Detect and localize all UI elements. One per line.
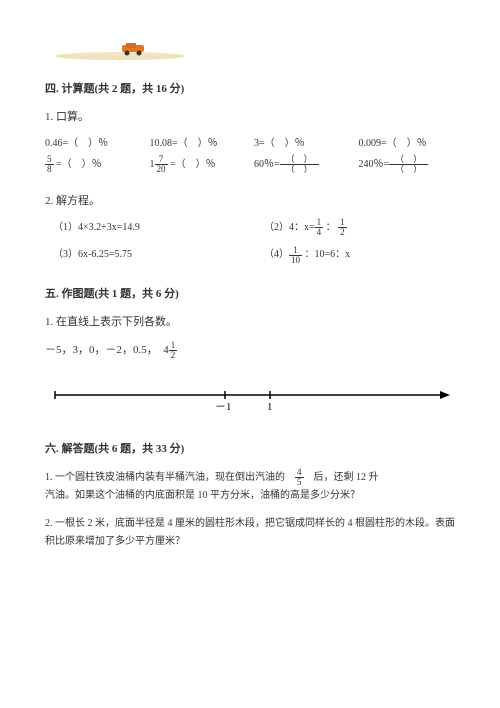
equation-item: （3）6x-6.25=5.75 [53,245,244,264]
s5-q1-title: 1. 在直线上表示下列各数。 [45,313,455,329]
equation-item: （1）4×3.2+3x=14.9 [53,218,244,237]
section5-title: 五. 作图题(共 1 题，共 6 分) [45,285,455,301]
calc-item: 60％=（ ）（ ） [254,155,351,174]
axis-label-neg1: －1 [215,401,232,413]
q2-title: 2. 解方程。 [45,192,455,208]
calc-item: 10.08=（ ）％ [150,134,247,149]
number-line: －1 1 [45,375,455,415]
calc-grid: 0.46=（ ）％ 10.08=（ ）％ 3=（ ）％ 0.009=（ ）％ 5… [45,134,455,174]
equation-item: （2）4：x=14 ： 12 [264,218,455,237]
calc-item: 0.46=（ ）％ [45,134,142,149]
equation-grid: （1）4×3.2+3x=14.9 （2）4：x=14 ： 12 （3）6x-6.… [45,218,455,264]
equation-item: （4）110 ：10=6：x [264,245,455,264]
car-icon [120,42,148,56]
calc-item: 0.009=（ ）％ [359,134,456,149]
axis-label-1: 1 [267,401,273,413]
q1-title: 1. 口算。 [45,108,455,124]
numbers-list: －5，3，0，－2，0.5， 412 [45,341,455,360]
section6-title: 六. 解答题(共 6 题，共 33 分) [45,440,455,456]
calc-item: 1720 =（ ）％ [150,155,247,174]
word-problem-2: 2. 一根长 2 米，底面半径是 4 厘米的圆柱形木段，把它锯成同样长的 4 根… [45,515,455,551]
calc-item: 58 =（ ）％ [45,155,142,174]
calc-item: 3=（ ）％ [254,134,351,149]
section4-title: 四. 计算题(共 2 题，共 16 分) [45,80,455,96]
word-problem-1: 1. 一个圆柱铁皮油桶内装有半桶汽油，现在倒出汽油的 45 后，还剩 12 升 … [45,468,455,505]
page-decoration [45,30,455,60]
calc-item: 240％=（ ）（ ） [359,155,456,174]
